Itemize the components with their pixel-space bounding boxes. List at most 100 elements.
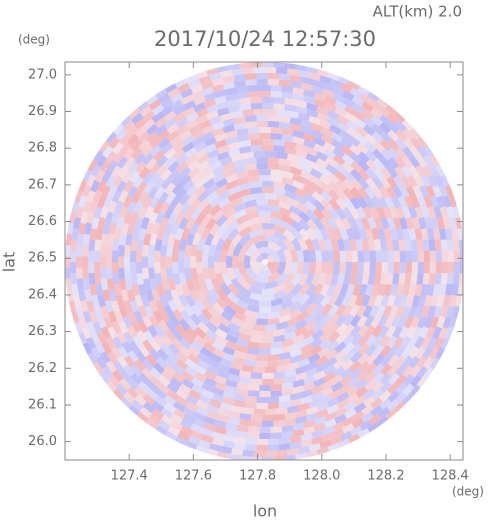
scan-cell bbox=[105, 336, 116, 349]
scan-cell bbox=[131, 228, 141, 241]
scan-cell bbox=[292, 333, 305, 344]
scan-cell bbox=[350, 333, 363, 346]
scan-cell bbox=[306, 292, 318, 306]
scan-cell bbox=[206, 358, 220, 369]
scan-cell bbox=[292, 93, 305, 102]
scan-cell bbox=[247, 175, 260, 183]
scan-cell bbox=[318, 119, 332, 130]
scan-cell bbox=[387, 372, 400, 386]
scan-cell bbox=[253, 408, 265, 416]
scan-cell bbox=[278, 313, 292, 324]
scan-cell bbox=[399, 294, 408, 307]
scan-cell bbox=[342, 333, 355, 346]
scan-cell bbox=[265, 366, 277, 373]
scan-cell bbox=[398, 239, 406, 251]
scan-cell bbox=[308, 398, 321, 409]
scan-cell bbox=[320, 386, 334, 397]
scan-cell bbox=[267, 354, 280, 361]
scan-cell bbox=[133, 310, 144, 324]
scan-cell bbox=[418, 217, 427, 230]
scan-cell bbox=[334, 216, 345, 230]
scan-cell bbox=[167, 168, 180, 182]
scan-cell bbox=[216, 151, 230, 161]
scan-cell bbox=[300, 439, 313, 448]
scan-cell bbox=[200, 86, 214, 97]
scan-cell bbox=[377, 406, 391, 419]
scan-cell bbox=[199, 165, 213, 178]
scan-cell bbox=[182, 406, 196, 418]
scan-cell bbox=[321, 250, 329, 262]
scan-cell bbox=[256, 199, 268, 206]
scan-cell bbox=[190, 90, 203, 101]
scan-cell bbox=[114, 200, 124, 214]
scan-cell bbox=[153, 177, 165, 190]
scan-cell bbox=[393, 400, 406, 413]
scan-cell bbox=[159, 216, 170, 230]
scan-cell bbox=[151, 400, 165, 413]
scan-cell bbox=[177, 82, 191, 94]
scan-cell bbox=[179, 174, 192, 187]
scan-cell bbox=[149, 278, 158, 291]
scan-cell bbox=[247, 169, 260, 177]
scan-cell bbox=[369, 250, 377, 262]
scan-cell bbox=[292, 422, 305, 431]
scan-cell bbox=[403, 316, 414, 329]
scan-cell bbox=[134, 294, 144, 307]
scan-cell bbox=[102, 222, 111, 235]
scan-cell bbox=[244, 121, 257, 129]
scan-cell bbox=[448, 195, 457, 208]
scan-cell bbox=[308, 249, 316, 262]
scan-cell bbox=[128, 170, 140, 184]
scan-cell bbox=[436, 315, 446, 329]
scan-cell bbox=[351, 102, 365, 114]
scan-cell bbox=[187, 159, 201, 171]
scan-cell bbox=[343, 323, 355, 337]
scan-cell bbox=[200, 307, 213, 321]
x-tick-label: 127.6 bbox=[175, 469, 212, 484]
scan-cell bbox=[149, 136, 162, 149]
scan-cell bbox=[143, 233, 152, 246]
scan-cell bbox=[276, 449, 288, 457]
scan-cell bbox=[349, 238, 358, 252]
scan-cell bbox=[262, 62, 274, 68]
scan-cell bbox=[326, 283, 337, 297]
scan-cell bbox=[167, 425, 181, 437]
scan-cell bbox=[356, 196, 368, 209]
scan-cell bbox=[402, 283, 411, 296]
scan-cell bbox=[270, 127, 283, 134]
scan-cell bbox=[330, 381, 344, 393]
scan-cell bbox=[196, 107, 209, 118]
scan-cell bbox=[175, 350, 189, 363]
scan-cell bbox=[314, 249, 323, 262]
scan-cell bbox=[351, 250, 359, 262]
scan-cell bbox=[370, 405, 383, 417]
scan-cell bbox=[123, 147, 135, 160]
scan-cell bbox=[393, 175, 405, 188]
scan-cell bbox=[228, 141, 241, 151]
scan-cell bbox=[297, 357, 311, 368]
scan-cell bbox=[295, 365, 308, 375]
scan-cell bbox=[171, 337, 184, 350]
scan-cell bbox=[158, 191, 170, 205]
scan-cell bbox=[402, 383, 415, 396]
scan-cell bbox=[136, 239, 144, 251]
scan-cell bbox=[183, 256, 191, 268]
scan-cell bbox=[325, 163, 338, 176]
scan-cell bbox=[316, 402, 330, 412]
scan-cell bbox=[311, 321, 325, 334]
scan-cell bbox=[227, 228, 240, 241]
scan-cell bbox=[267, 121, 280, 128]
scan-cell bbox=[105, 150, 117, 164]
scan-cell bbox=[188, 389, 202, 400]
scan-cell bbox=[181, 378, 195, 390]
scan-cell bbox=[377, 196, 388, 209]
scan-cell bbox=[278, 307, 292, 317]
scan-cell bbox=[267, 115, 280, 122]
scan-cell bbox=[386, 112, 399, 125]
scan-cell bbox=[265, 450, 277, 458]
scan-cell bbox=[347, 216, 358, 230]
scan-cell bbox=[386, 335, 398, 349]
scan-cell bbox=[184, 147, 198, 159]
scan-cell bbox=[281, 176, 295, 186]
scan-cell bbox=[149, 233, 158, 246]
